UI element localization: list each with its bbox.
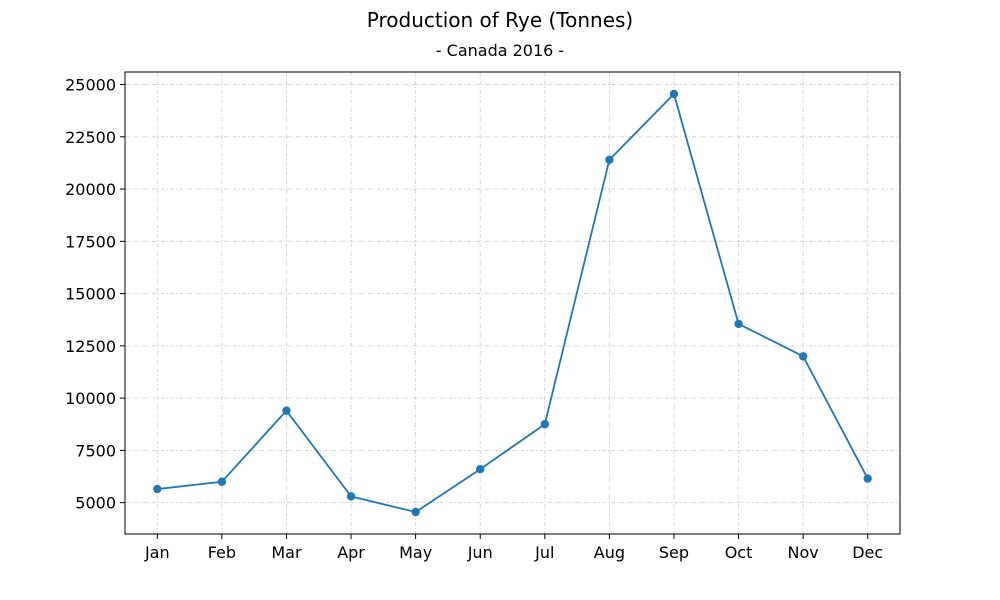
data-point: [540, 420, 549, 429]
y-tick-label: 25000: [65, 76, 116, 95]
y-tick-label: 7500: [75, 441, 116, 460]
y-tick-label: 15000: [65, 285, 116, 304]
x-tick-label: Oct: [725, 543, 753, 562]
data-point: [282, 406, 291, 415]
x-tick-label: Dec: [852, 543, 883, 562]
x-tick-label: Nov: [788, 543, 819, 562]
y-tick-label: 12500: [65, 337, 116, 356]
data-point: [346, 492, 356, 501]
data-point: [153, 484, 162, 494]
grid-lines: [125, 72, 900, 534]
x-tick-label: Jul: [534, 543, 554, 562]
data-point: [605, 155, 614, 165]
series-line: [157, 93, 869, 513]
x-tick-label: Sep: [659, 543, 689, 562]
data-point: [217, 477, 227, 486]
y-axis: 5000 7500 10000 12500 15000 17500 20000 22500 25…: [65, 76, 125, 513]
x-tick-label: Apr: [337, 543, 365, 562]
data-point: [476, 464, 485, 474]
x-tick-label: Jun: [467, 543, 493, 562]
x-axis: Jan Feb Mar Apr May Jun Jul Aug Sep Oct Nov Dec: [144, 534, 883, 562]
data-point: [411, 507, 420, 517]
y-tick-label: 5000: [75, 494, 116, 513]
y-tick-label: 17500: [65, 232, 116, 251]
y-tick-label: 20000: [65, 180, 116, 199]
x-tick-label: Jan: [144, 543, 170, 562]
x-tick-label: Aug: [594, 543, 625, 562]
data-series: [153, 89, 872, 517]
data-point: [798, 352, 808, 361]
x-tick-label: Feb: [208, 543, 236, 562]
y-tick-label: 10000: [65, 389, 116, 408]
x-tick-label: Mar: [271, 543, 302, 562]
chart-title: Production of Rye (Tonnes): [366, 8, 634, 32]
chart-subtitle: - Canada 2016 -: [435, 41, 565, 60]
data-point: [863, 474, 872, 483]
data-point: [734, 319, 743, 329]
y-tick-label: 22500: [65, 128, 116, 147]
plot-frame: [124, 71, 901, 535]
x-tick-label: May: [399, 543, 432, 562]
data-point: [669, 89, 679, 99]
